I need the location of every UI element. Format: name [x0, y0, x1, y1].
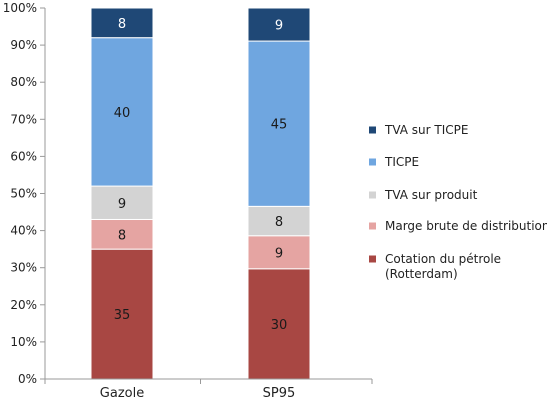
- legend-swatch: [369, 158, 376, 166]
- bar-segment: [90, 7, 154, 39]
- x-category-label: Gazole: [100, 386, 144, 401]
- legend-label: Marge brute de distribution: [385, 219, 547, 233]
- y-tick-label: 100%: [3, 1, 37, 15]
- y-tick-label: 80%: [10, 75, 37, 89]
- y-tick-label: 90%: [10, 38, 37, 52]
- bar-segment-value-label: 35: [114, 308, 131, 323]
- legend-label: TVA sur TICPE: [384, 123, 468, 137]
- legend-swatch: [369, 255, 376, 263]
- bar-segment: [90, 248, 154, 380]
- x-axis: Gazole SP95: [44, 378, 373, 401]
- bar-segment-value-label: 45: [271, 118, 288, 133]
- bar-segment-value-label: 9: [275, 19, 283, 34]
- legend: TVA sur TICPE TICPE TVA sur produit Marge b…: [369, 123, 547, 281]
- y-tick-label: 10%: [10, 335, 37, 349]
- y-tick-label: 20%: [10, 298, 37, 312]
- y-tick-label: 30%: [10, 261, 37, 275]
- legend-label: TVA sur produit: [384, 188, 478, 202]
- bar-segment-value-label: 9: [275, 246, 283, 261]
- bar-segment: [247, 205, 311, 237]
- y-axis: 0% 10% 20% 30% 40% 50% 60% 70% 80% 90% 100%: [3, 1, 46, 386]
- bar-segment: [247, 7, 311, 42]
- y-tick-label: 50%: [10, 187, 37, 201]
- legend-label: (Rotterdam): [385, 267, 458, 281]
- y-tick-label: 0%: [18, 372, 37, 386]
- y-tick-label: 40%: [10, 224, 37, 238]
- y-tick-label: 70%: [10, 112, 37, 126]
- bar-segment-value-label: 9: [118, 197, 126, 212]
- legend-label: Cotation du pétrole: [385, 252, 501, 266]
- legend-swatch: [369, 126, 376, 134]
- bar-segment-value-label: 40: [114, 106, 131, 121]
- bar-segment-value-label: 8: [118, 228, 126, 243]
- legend-swatch: [369, 191, 376, 199]
- x-category-label: SP95: [263, 386, 296, 401]
- bar-segment: [247, 235, 311, 270]
- bars: 35 8 9 40 8 30 9 8 45 9: [90, 7, 311, 380]
- bar-segment-value-label: 8: [275, 215, 283, 230]
- bar-segment-value-label: 30: [271, 318, 288, 333]
- legend-swatch: [369, 222, 376, 230]
- legend-label: TICPE: [384, 155, 419, 169]
- bar-segment-value-label: 8: [118, 17, 126, 32]
- y-tick-label: 60%: [10, 149, 37, 163]
